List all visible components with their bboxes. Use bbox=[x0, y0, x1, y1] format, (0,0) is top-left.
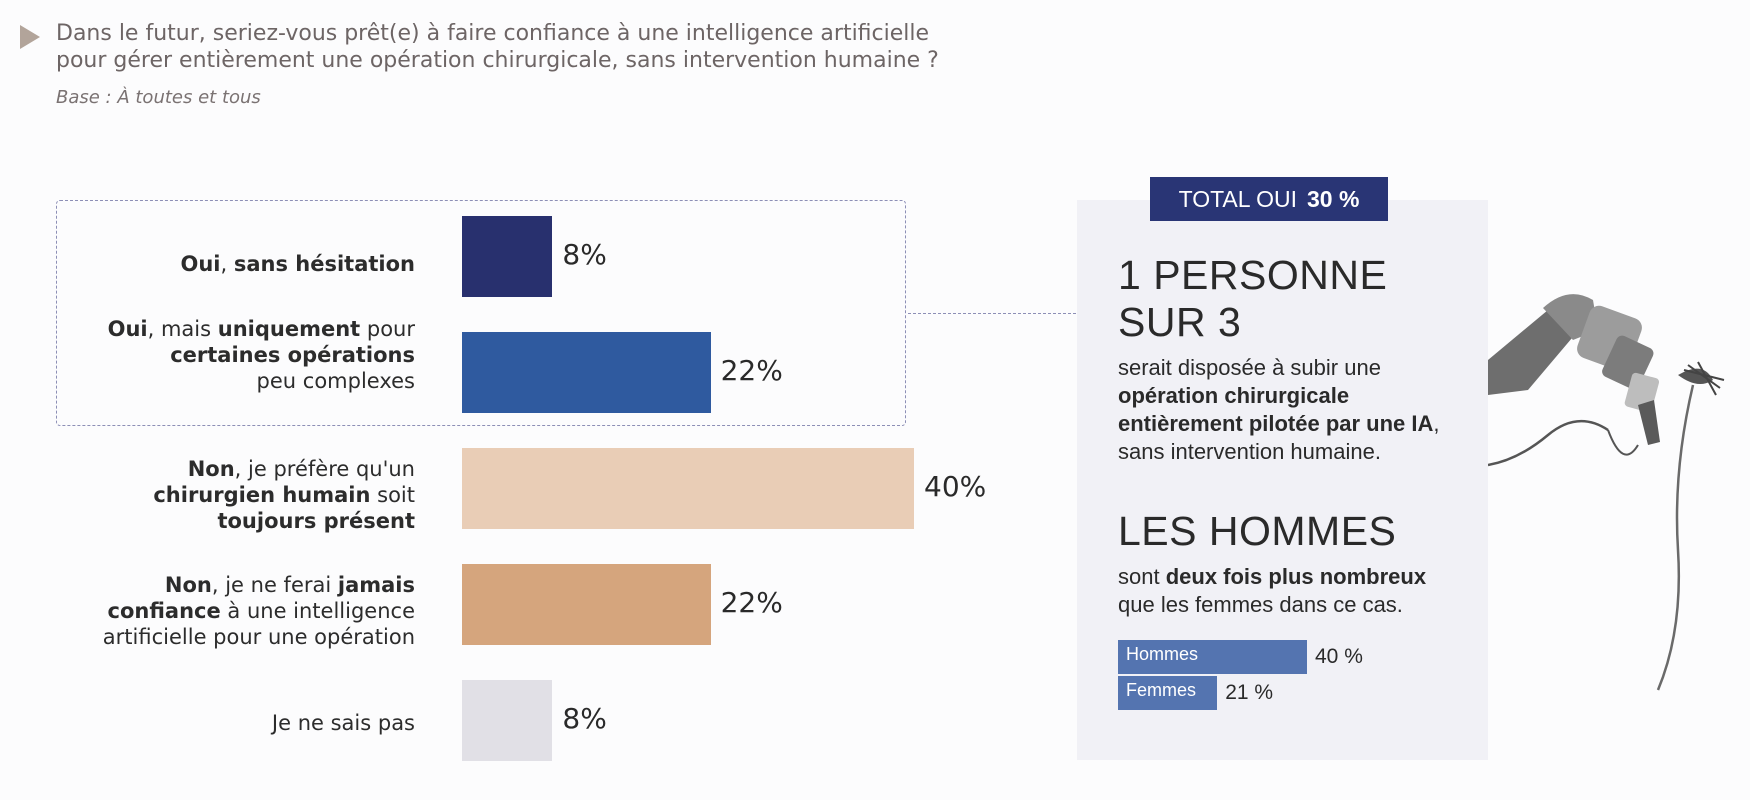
gender-value-femmes: 21 % bbox=[1225, 681, 1274, 704]
bar-3 bbox=[462, 448, 914, 529]
row-label-oui-mais-uniquement: Oui, mais uniquement pour certaines opér… bbox=[107, 317, 415, 393]
bar-5 bbox=[462, 680, 553, 761]
bar-value-label-5: 8% bbox=[562, 702, 607, 735]
bar-1 bbox=[462, 216, 553, 297]
bar-2 bbox=[462, 332, 711, 413]
row-label-oui-sans-hesitation: Oui, sans hésitation bbox=[180, 252, 415, 276]
headline-1-personne-sur-3: 1 PERSONNE SUR 3 bbox=[1118, 252, 1388, 345]
base-note: Base : À toutes et tous bbox=[56, 87, 261, 108]
connector-line bbox=[908, 313, 1076, 314]
question-title: Dans le futur, seriez-vous prêt(e) à fai… bbox=[56, 21, 939, 73]
gender-bar-femmes: Femmes bbox=[1118, 676, 1218, 710]
row-label-ne-sais-pas: Je ne sais pas bbox=[271, 711, 415, 735]
bar-value-label-1: 8% bbox=[562, 238, 607, 271]
gender-bar-hommes: Hommes bbox=[1118, 640, 1307, 674]
gender-value-hommes: 40 % bbox=[1315, 645, 1363, 668]
headline-2-description: sont deux fois plus nombreux que les fem… bbox=[1118, 564, 1427, 617]
row-label-non-jamais-confiance: Non, je ne ferai jamais confiance à une … bbox=[102, 573, 415, 649]
question-arrow-icon bbox=[20, 25, 40, 49]
robot-arm-illustration bbox=[1488, 294, 1725, 691]
bar-value-label-3: 40% bbox=[924, 470, 987, 503]
bar-value-label-4: 22% bbox=[720, 586, 783, 619]
headline-1-description: serait disposée à subir une opération ch… bbox=[1118, 355, 1440, 464]
bar-value-label-2: 22% bbox=[720, 354, 783, 387]
row-label-non-chirurgien-humain: Non, je préfère qu'un chirurgien humain … bbox=[153, 457, 415, 533]
headline-les-hommes: LES HOMMES bbox=[1118, 508, 1397, 554]
total-oui-badge: TOTAL OUI 30 % bbox=[1150, 177, 1388, 221]
bar-4 bbox=[462, 564, 711, 645]
oui-group-box bbox=[56, 200, 906, 426]
